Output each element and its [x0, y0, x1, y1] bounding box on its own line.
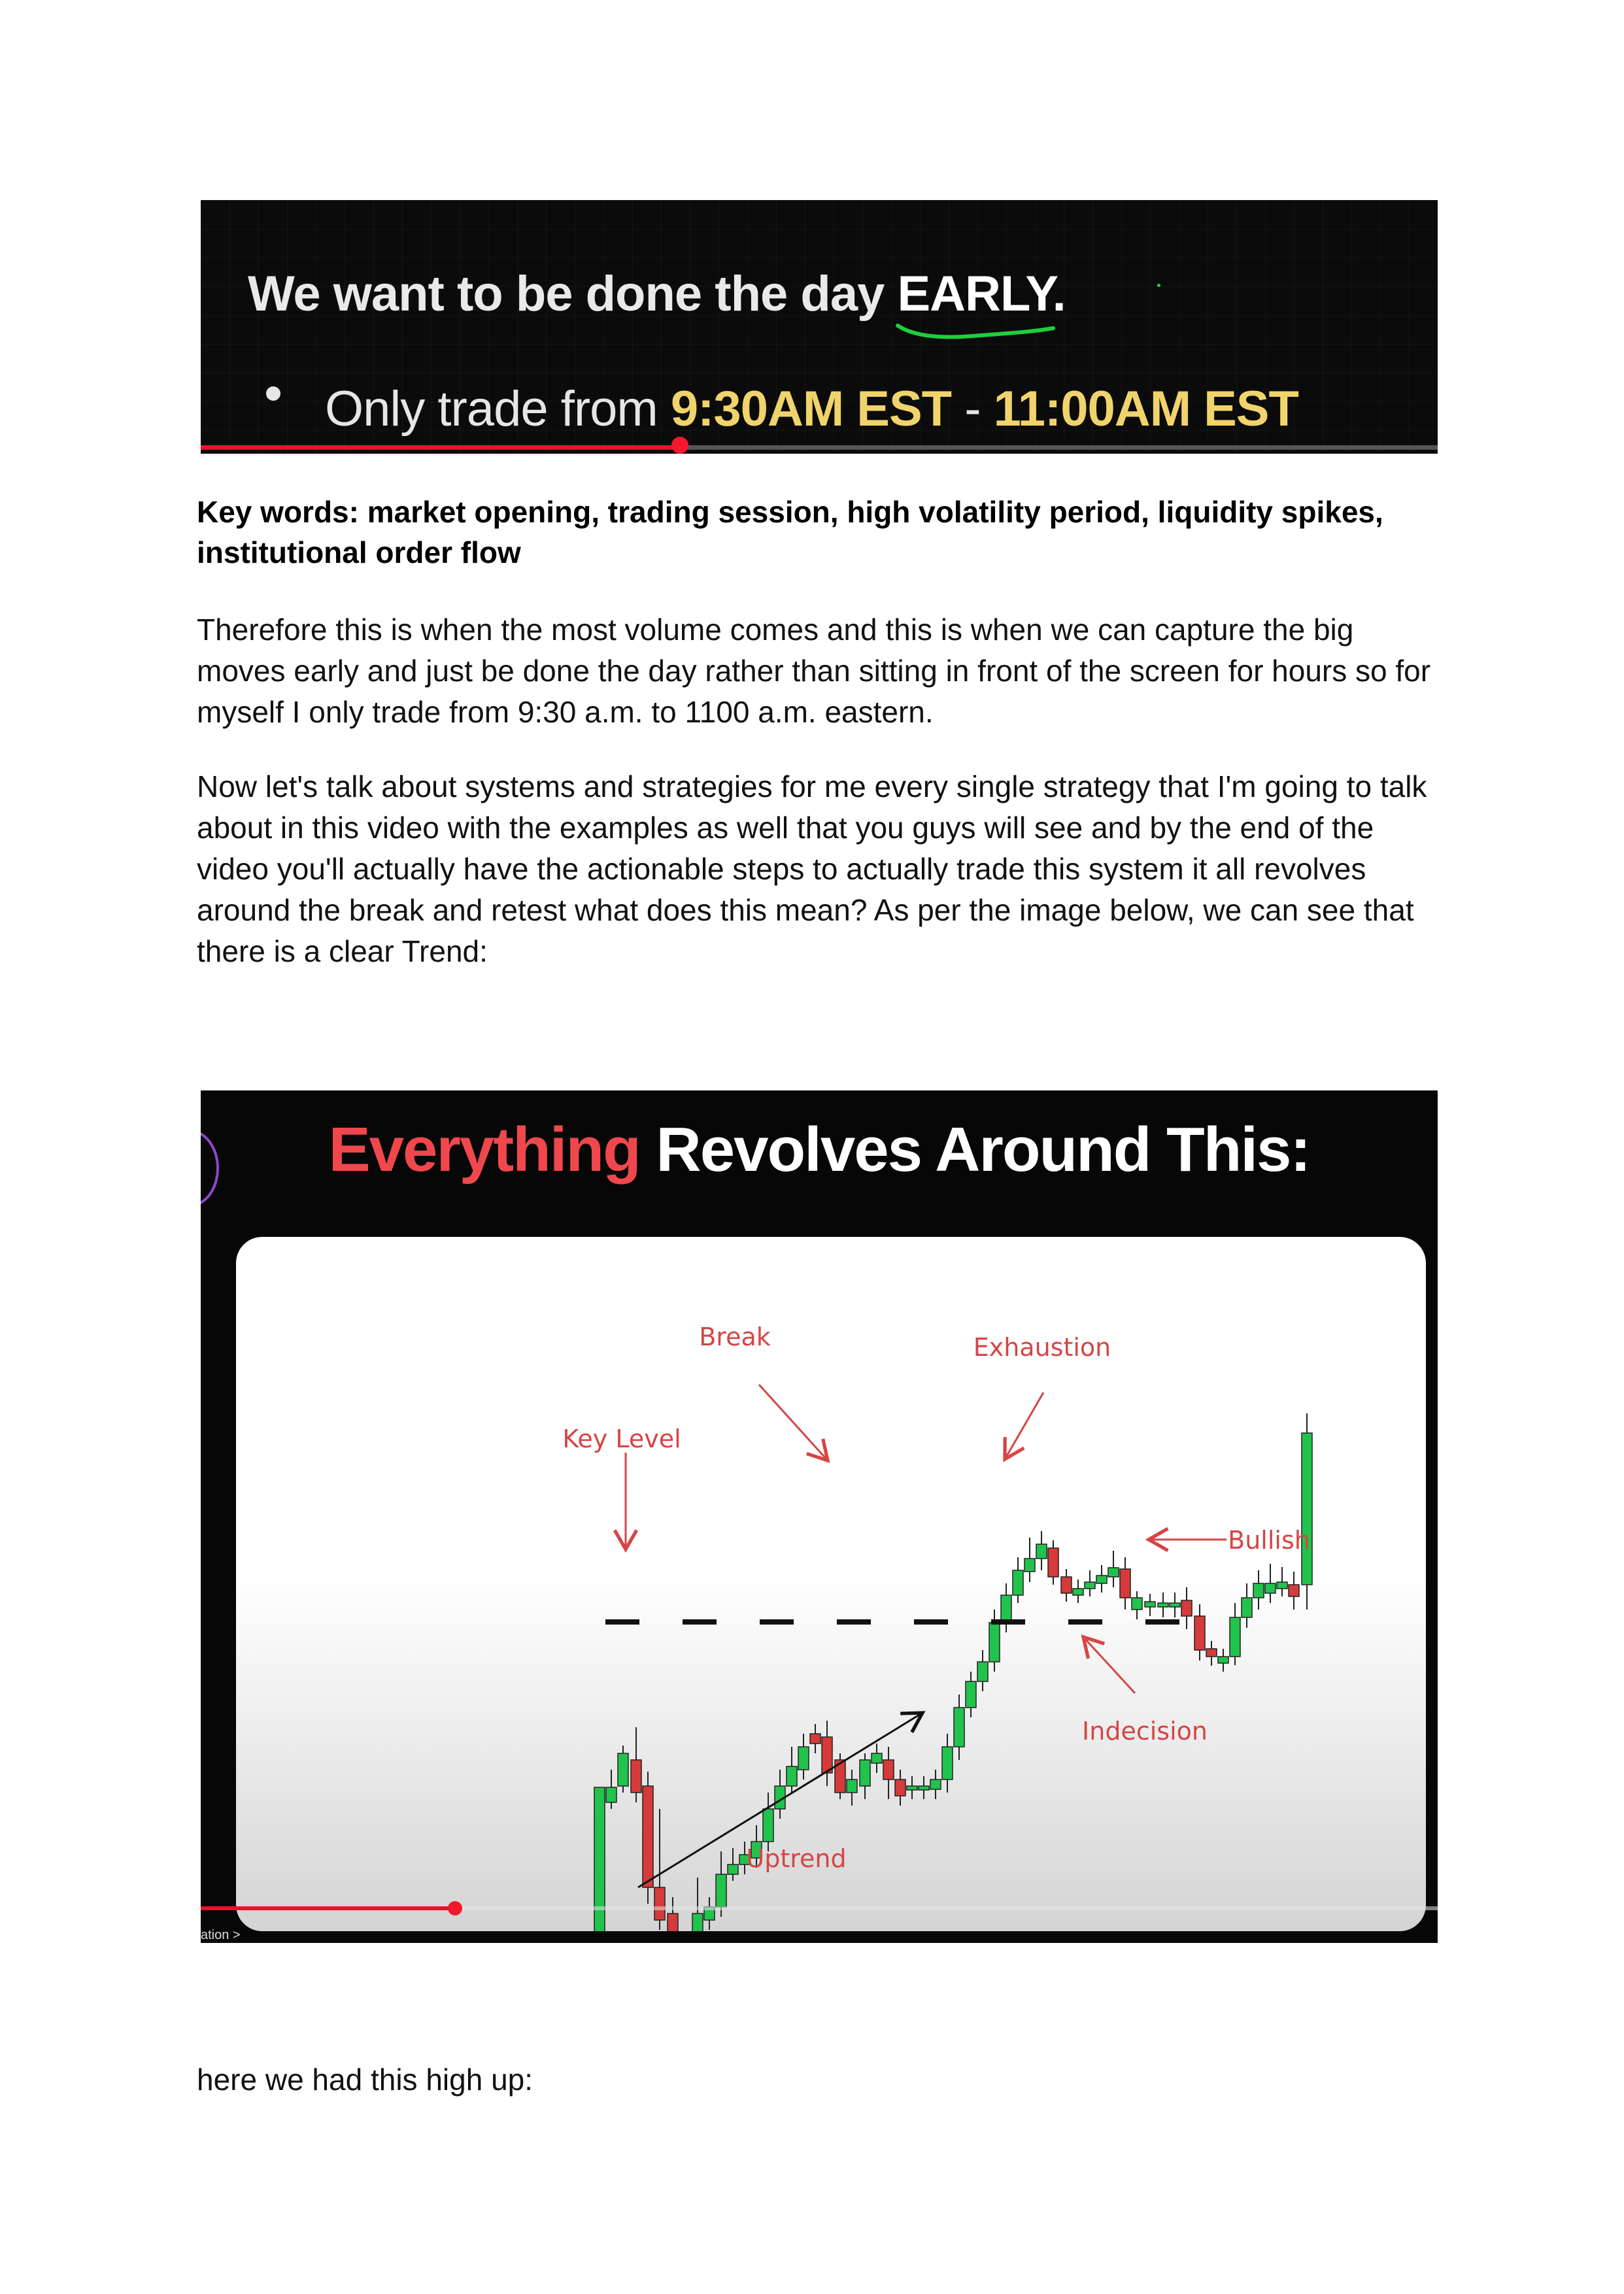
- slide-background-grid: [201, 200, 1438, 454]
- bullish-candle: [906, 1785, 918, 1791]
- paragraph-high-up: here we had this high up:: [197, 2063, 533, 2097]
- title-rest: Revolves Around This:: [639, 1115, 1311, 1185]
- bullish-candle: [1169, 1602, 1181, 1608]
- bullish-candle: [1131, 1597, 1143, 1610]
- time-start: 9:30AM EST: [670, 381, 952, 437]
- bullish-candle: [977, 1661, 989, 1682]
- bullish-candle: [1264, 1583, 1276, 1594]
- bullish-candle: [1217, 1656, 1229, 1664]
- video-progress-track[interactable]: [201, 1906, 1438, 1910]
- bearish-candle: [654, 1887, 666, 1921]
- bullish-candle: [605, 1787, 617, 1803]
- bearish-candle: [1181, 1600, 1193, 1617]
- candles-group: [594, 1413, 1313, 1931]
- green-dot: [1157, 284, 1160, 287]
- break-arrow: [758, 1383, 830, 1463]
- bullish-candle: [798, 1746, 809, 1770]
- bullish-candle: [739, 1854, 751, 1865]
- bullet-prefix: Only trade from: [325, 381, 671, 437]
- bullish-candle: [846, 1779, 858, 1793]
- headline-emphasis: EARLY.: [897, 266, 1066, 322]
- bearish-candle: [1119, 1568, 1131, 1598]
- label-key-level: Key Level: [562, 1425, 681, 1453]
- bullish-candle: [953, 1707, 965, 1747]
- bullish-candle: [1276, 1581, 1288, 1589]
- bearish-candle: [667, 1913, 679, 1931]
- bearish-candle: [642, 1785, 654, 1888]
- bullish-candle: [1084, 1581, 1096, 1589]
- bullish-candle: [859, 1759, 871, 1787]
- bullish-candle: [1072, 1588, 1084, 1596]
- bearish-candle: [1194, 1615, 1206, 1651]
- bearish-candle: [834, 1759, 846, 1793]
- bearish-candle: [1047, 1547, 1059, 1577]
- slide-bullet-text: Only trade from 9:30AM EST - 11:00AM EST: [325, 380, 1299, 437]
- bullish-candle: [1024, 1558, 1036, 1572]
- bullish-candle: [918, 1785, 930, 1791]
- slide-screenshot-break-retest: Everything Revolves Around This:: [201, 1090, 1438, 1943]
- bullish-candle: [1012, 1570, 1024, 1596]
- bearish-candle: [894, 1779, 906, 1796]
- bullish-candle: [1229, 1617, 1241, 1657]
- label-indecision: Indecision: [1082, 1717, 1208, 1746]
- label-exhaustion: Exhaustion: [973, 1333, 1111, 1362]
- uptrend-arrow: [637, 1711, 926, 1889]
- time-separator: -: [951, 381, 994, 437]
- bullish-candle: [930, 1779, 941, 1790]
- bullish-candle: [1157, 1602, 1169, 1608]
- video-progress-track[interactable]: [201, 445, 1438, 450]
- label-break: Break: [699, 1323, 771, 1351]
- bullish-candle: [715, 1874, 727, 1908]
- slide-screenshot-trading-hours: We want to be done the day EARLY. Only t…: [201, 200, 1438, 454]
- bullish-candle: [594, 1787, 605, 1931]
- bullish-candle: [786, 1766, 798, 1787]
- bullish-candle: [871, 1753, 883, 1764]
- bullish-candle: [1144, 1601, 1156, 1608]
- bullish-candle: [1000, 1594, 1012, 1623]
- indecision-arrow: [1081, 1634, 1136, 1695]
- bearish-candle: [1288, 1584, 1300, 1597]
- bearish-candle: [809, 1733, 821, 1744]
- video-caption-text: ation >: [201, 1928, 241, 1942]
- chart-card: Key Level Break Exhaustion Bullish Indec…: [236, 1237, 1426, 1931]
- paragraph-break-and-retest: Now let's talk about systems and strateg…: [197, 769, 1427, 968]
- exhaustion-arrow: [1003, 1392, 1045, 1462]
- bullish-candle: [1301, 1432, 1313, 1585]
- bullish-candle: [989, 1622, 1000, 1662]
- video-progress-played: [201, 445, 681, 450]
- candlestick-chart: Key Level Break Exhaustion Bullish Indec…: [562, 1323, 1313, 1931]
- bullish-candle: [1096, 1575, 1108, 1584]
- bullish-candle: [1241, 1597, 1253, 1618]
- video-progress-played: [201, 1906, 456, 1910]
- time-end: 11:00AM EST: [993, 381, 1299, 437]
- bullish-candle: [751, 1841, 762, 1859]
- bearish-candle: [883, 1759, 894, 1780]
- slide-headline: We want to be done the day EARLY.: [248, 265, 1066, 322]
- bullish-candle: [617, 1753, 629, 1787]
- video-scrubber-knob[interactable]: [448, 1901, 462, 1915]
- label-bullish: Bullish: [1228, 1526, 1310, 1555]
- bullish-candle: [1036, 1543, 1047, 1559]
- paragraph-trading-hours: Therefore this is when the most volume c…: [197, 613, 1431, 729]
- bearish-candle: [821, 1736, 833, 1774]
- bearish-candle: [1206, 1648, 1217, 1657]
- bearish-candle: [1060, 1576, 1072, 1594]
- bullish-candle: [762, 1808, 774, 1842]
- bullish-candle: [1253, 1583, 1264, 1598]
- headline-text: We want to be done the day: [248, 266, 898, 322]
- label-uptrend: Uptrend: [746, 1844, 846, 1873]
- green-underline-squiggle: [896, 324, 1055, 339]
- bullish-candle: [941, 1746, 953, 1780]
- bullish-candle: [965, 1681, 977, 1708]
- keywords-paragraph: Key words: market opening, trading sessi…: [197, 495, 1383, 569]
- bullish-candle: [692, 1913, 703, 1931]
- slide-title: Everything Revolves Around This:: [201, 1114, 1438, 1186]
- bullet-icon: [266, 386, 280, 401]
- bullish-candle: [1108, 1567, 1119, 1577]
- bullish-candle: [727, 1864, 739, 1875]
- bearish-candle: [630, 1759, 642, 1793]
- title-highlight: Everything: [328, 1115, 641, 1185]
- video-scrubber-knob[interactable]: [671, 437, 688, 454]
